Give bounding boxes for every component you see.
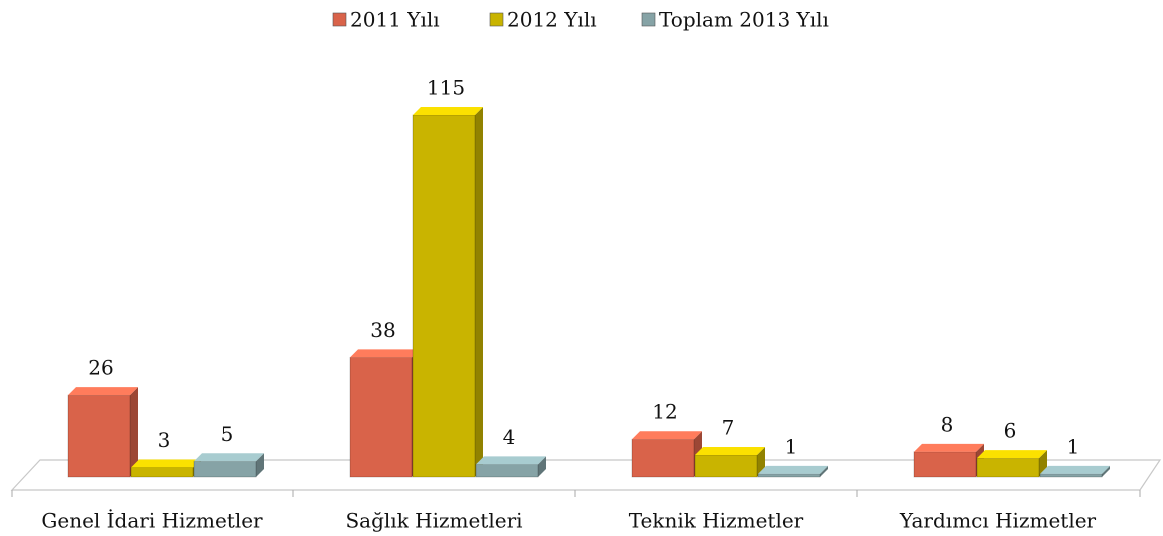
- data-label: 26: [88, 356, 113, 380]
- bar: [976, 457, 1040, 478]
- bar-top: [695, 446, 765, 455]
- data-label: 8: [941, 412, 954, 436]
- data-label: 1: [1067, 434, 1080, 458]
- bar-top: [413, 107, 483, 115]
- bar-top: [194, 453, 264, 462]
- bar-top: [476, 456, 546, 465]
- bar-side: [256, 453, 264, 477]
- data-label: 7: [722, 415, 735, 439]
- data-label: 115: [427, 76, 465, 100]
- data-label: 4: [503, 425, 516, 449]
- x-tick-label: Yardımcı Hizmetler: [899, 509, 1097, 533]
- bar-side: [538, 456, 546, 477]
- chart-floor: [10, 459, 1162, 491]
- data-label: 5: [221, 422, 234, 446]
- bar-top: [758, 465, 828, 474]
- x-tick-label: Sağlık Hizmetleri: [345, 509, 522, 533]
- bar: [913, 451, 977, 478]
- bar-top: [131, 459, 201, 468]
- legend-label: Toplam 2013 Yılı: [659, 8, 829, 32]
- bar: [1039, 473, 1103, 478]
- bar: [67, 394, 131, 478]
- bar-side: [820, 465, 828, 477]
- legend-swatch: [641, 12, 656, 27]
- bar: [349, 356, 413, 478]
- bar-top: [914, 443, 984, 452]
- bar: [694, 454, 758, 478]
- bar-top: [68, 387, 138, 396]
- data-label: 1: [785, 434, 798, 458]
- legend-label: 2011 Yılı: [350, 8, 440, 32]
- bar-side: [475, 107, 483, 477]
- bar-side: [1102, 465, 1110, 477]
- bar: [475, 464, 539, 478]
- bar: [757, 473, 821, 478]
- data-label: 12: [652, 400, 677, 424]
- legend-label: 2012 Yılı: [507, 8, 597, 32]
- legend-swatch: [332, 12, 347, 27]
- bar-top: [350, 349, 420, 358]
- data-label: 6: [1004, 419, 1017, 443]
- bar-top: [1040, 465, 1110, 474]
- bar: [631, 438, 695, 478]
- bar: [412, 114, 476, 478]
- x-tick-label: Genel İdari Hizmetler: [41, 509, 263, 533]
- bar-top: [632, 431, 702, 440]
- bar-top: [977, 450, 1047, 459]
- bar: [193, 460, 257, 478]
- data-label: 38: [370, 318, 395, 342]
- bar: [130, 467, 194, 478]
- x-tick-label: Teknik Hizmetler: [629, 509, 804, 533]
- data-label: 3: [158, 428, 171, 452]
- legend-swatch: [489, 12, 504, 27]
- bar-side: [130, 387, 138, 477]
